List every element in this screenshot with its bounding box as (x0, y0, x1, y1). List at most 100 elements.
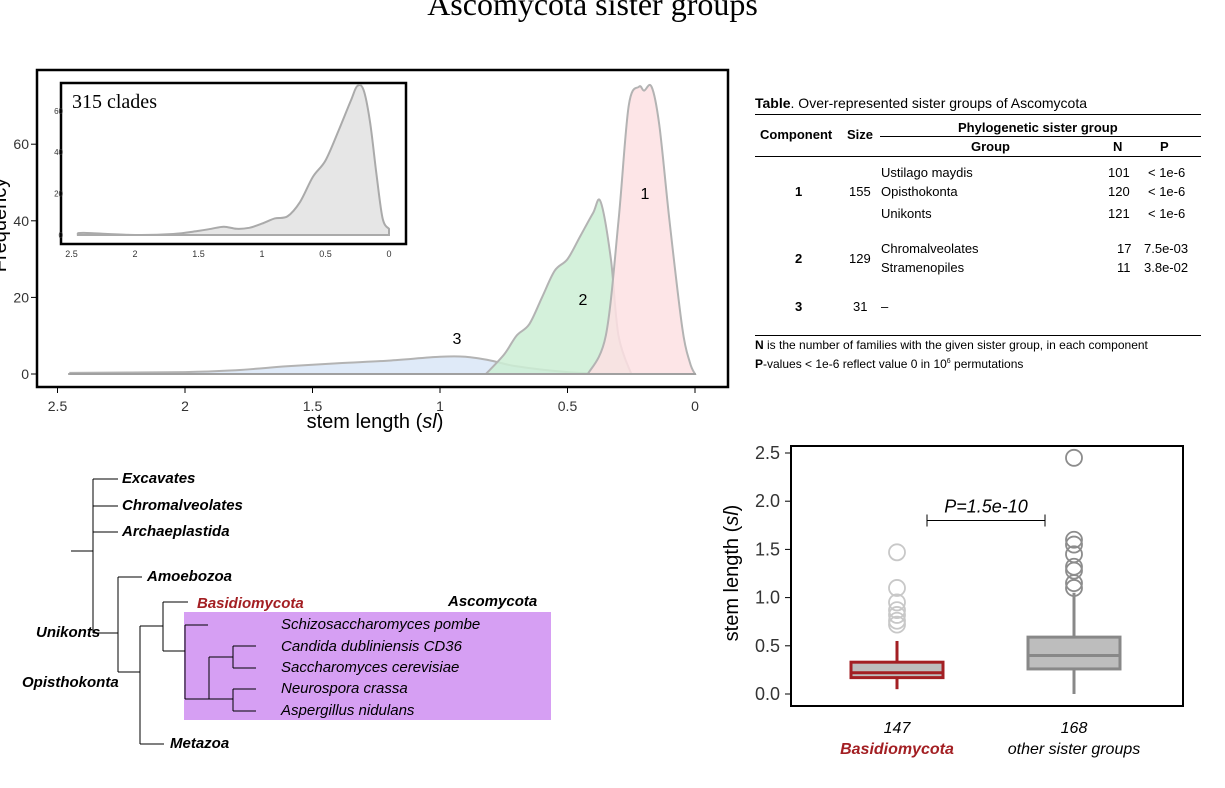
box-outlier-0 (888, 606, 906, 624)
peak-label-1: 1 (641, 186, 650, 203)
box-y-tick-label: 0.0 (755, 684, 780, 704)
inset-y-tick-label: 60 (54, 107, 63, 116)
box-ylabel: stem length (sl) (721, 505, 743, 642)
row3-component: 3 (795, 299, 803, 314)
box-outlier-0 (888, 611, 906, 630)
inset-x-tick-label: 0 (386, 249, 391, 259)
box-y-tick-label: 1.0 (755, 588, 780, 608)
row2-component: 2 (795, 251, 803, 266)
box-outlier-1 (1065, 535, 1083, 554)
y-tick-label: 0 (21, 366, 29, 382)
row1-p1: < 1e-6 (1148, 165, 1186, 180)
box-count-0: 147 (884, 720, 912, 737)
density-area-1 (586, 83, 697, 375)
row3-size: 31 (853, 299, 868, 314)
box-plot: 0.0 0.5 1.0 1.5 2.0 2.5 stem length (sl) 147 Bas… (721, 443, 1184, 758)
col-header-size: Size (847, 127, 874, 142)
label-chromalveolates: Chromalveolates (122, 497, 243, 514)
y-tick-label: 40 (13, 213, 29, 229)
box-y-tick-label: 2.5 (755, 443, 780, 463)
inset-label: 315 clades (72, 91, 157, 113)
row2-n2: 11 (1117, 260, 1131, 275)
box-y-tick-label: 0.5 (755, 636, 780, 656)
inset-x-tick-label: 1.5 (192, 249, 205, 259)
x-tick-label: 1.5 (303, 398, 323, 414)
peak-label-2: 2 (579, 292, 588, 309)
inset-density-area (76, 83, 390, 237)
box-y-tick-label: 1.5 (755, 539, 780, 559)
density-area-2 (483, 198, 633, 375)
table-rule-header (755, 156, 1201, 157)
row2-n1: 17 (1117, 241, 1132, 256)
species-aspergillus: Aspergillus nidulans (281, 702, 415, 719)
box-outlier-0 (888, 601, 906, 620)
inset-x-tick-label: 2.5 (65, 249, 78, 259)
inset-x-tick-label: 2 (132, 249, 137, 259)
row2-group2: Stramenopiles (881, 260, 965, 275)
box-outlier-1 (1065, 448, 1083, 467)
row1-size: 155 (849, 184, 871, 199)
box-iqr-1 (1026, 635, 1122, 671)
row1-group3: Unikonts (881, 206, 932, 221)
label-ascomycota: Ascomycota (448, 593, 538, 610)
y-tick-label: 20 (13, 289, 29, 305)
table-rule-phylo (880, 136, 1201, 137)
box-outlier-0 (888, 593, 906, 612)
box-group-label-1: other sister groups (1008, 741, 1141, 758)
row2-size: 129 (849, 251, 871, 266)
box-iqr-0 (849, 660, 945, 680)
table-rule-bottom (755, 335, 1201, 336)
label-excavates: Excavates (122, 470, 196, 487)
table-caption: Table. Over-represented sister groups of… (755, 95, 1087, 111)
row1-group1: Ustilago maydis (881, 165, 973, 180)
row1-p2: < 1e-6 (1148, 184, 1186, 199)
box-outlier-0 (888, 543, 906, 562)
inset-x-tick-label: 1 (259, 249, 264, 259)
row1-group2: Opisthokonta (881, 184, 958, 199)
row2-group1: Chromalveolates (881, 241, 979, 256)
page-title: Ascomycota sister groups (427, 0, 758, 22)
label-unikonts: Unikonts (36, 624, 101, 641)
box-group-label-0: Basidiomycota (840, 741, 954, 758)
inset-y-tick-label: 0 (59, 231, 64, 240)
col-header-component: Component (760, 127, 833, 142)
row1-component: 1 (795, 184, 803, 199)
ascomycota-highlight-box (184, 612, 551, 720)
y-tick-label: 60 (13, 136, 29, 152)
box-outlier-0 (888, 579, 906, 597)
x-tick-label: 0 (691, 398, 699, 414)
species-saccharomyces: Saccharomyces cerevisiae (281, 659, 460, 676)
species-schizosaccharomyces: Schizosaccharomyces pombe (281, 616, 481, 633)
row1-p3: < 1e-6 (1148, 206, 1186, 221)
row1-n2: 120 (1108, 184, 1130, 199)
row2-p1: 7.5e-03 (1144, 241, 1189, 256)
label-metazoa: Metazoa (170, 735, 230, 752)
label-archaeplastida: Archaeplastida (122, 523, 230, 540)
table-note-p: P-values < 1e-6 reflect value 0 in 106 p… (755, 357, 1024, 371)
col-header-p: P (1160, 139, 1169, 154)
x-tick-label: 2 (181, 398, 189, 414)
row3-group1: – (881, 299, 889, 314)
x-tick-label: 1 (436, 398, 444, 414)
col-header-group: Group (971, 139, 1010, 154)
row2-p2: 3.8e-02 (1144, 260, 1189, 275)
density-ylabel: Frequency (0, 178, 11, 273)
phylogenetic-tree (71, 478, 256, 745)
inset-y-tick-label: 40 (54, 148, 63, 157)
label-amoebozoa: Amoebozoa (147, 568, 233, 585)
row1-n3: 121 (1108, 206, 1130, 221)
species-candida: Candida dubliniensis CD36 (281, 638, 462, 655)
box-outlier-1 (1065, 545, 1083, 564)
x-tick-label: 2.5 (48, 398, 68, 414)
row1-n1: 101 (1108, 165, 1130, 180)
box-outlier-1 (1065, 557, 1083, 576)
density-xlabel: stem length (sl) (307, 411, 444, 433)
col-header-n: N (1113, 139, 1123, 154)
box-outlier-1 (1065, 530, 1083, 549)
label-opisthokonta: Opisthokonta (22, 674, 119, 691)
inset-x-tick-label: 0.5 (319, 249, 332, 259)
table-note-n: N is the number of families with the giv… (755, 338, 1148, 352)
box-outlier-1 (1065, 579, 1083, 597)
col-header-phylo: Phylogenetic sister group (958, 120, 1118, 135)
